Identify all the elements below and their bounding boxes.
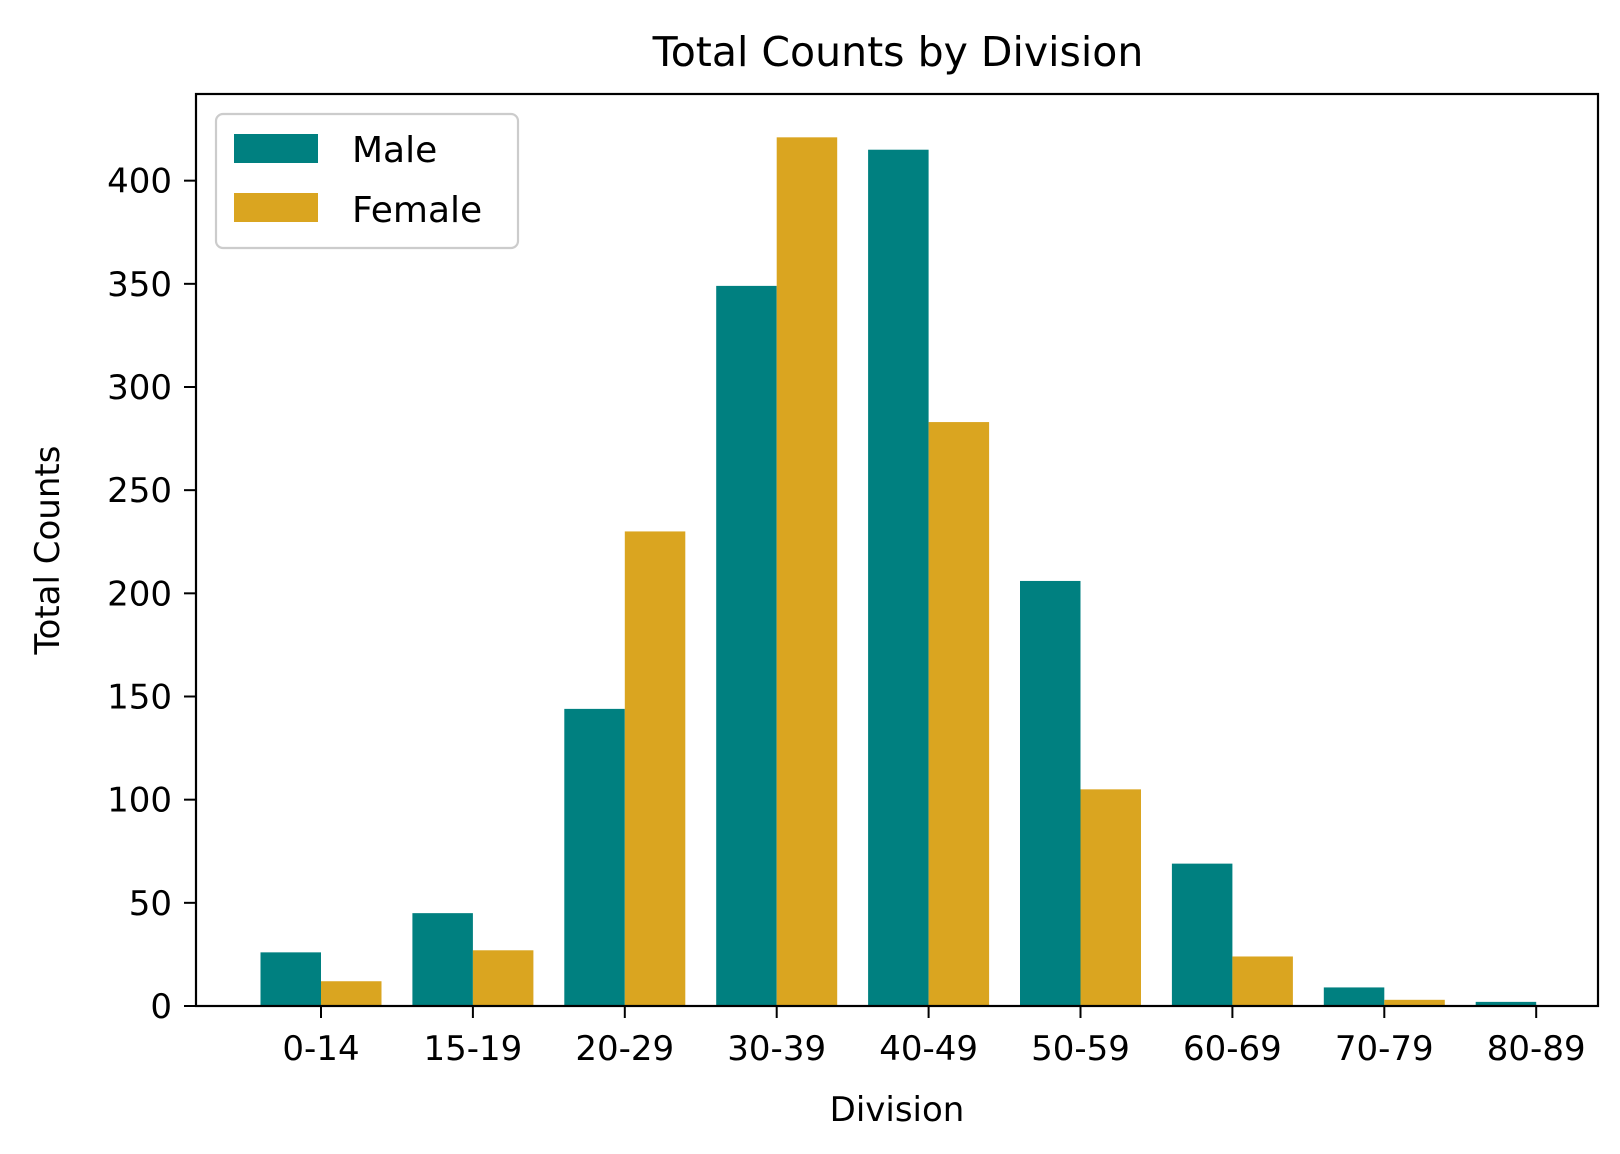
chart-title: Total Counts by Division [652, 28, 1144, 76]
y-tick-label-350: 350 [107, 265, 172, 305]
bar-female-20-29 [624, 531, 686, 1006]
bar-male-50-59 [1020, 580, 1081, 1006]
x-tick-label-70-79: 70-79 [1335, 1029, 1434, 1069]
plot-frame [194, 92, 1600, 1008]
bar-male-30-39 [716, 285, 777, 1007]
x-axis-ticks: 0-14 15-19 20-29 30-39 40-49 50-59 60-69 70-79 8… [282, 1006, 1586, 1069]
x-tick-label-40-49: 40-49 [879, 1029, 978, 1069]
bar-male-80-89 [1475, 1001, 1537, 1006]
bar-female-50-59 [1080, 789, 1141, 1006]
bar-female-70-79 [1384, 999, 1445, 1006]
x-tick-label-50-59: 50-59 [1031, 1029, 1130, 1069]
bar-female-40-49 [928, 422, 990, 1006]
x-tick-label-60-69: 60-69 [1183, 1029, 1282, 1069]
bar-male-40-49 [868, 149, 929, 1007]
x-tick-label-80-89: 80-89 [1487, 1029, 1586, 1069]
y-tick-label-50: 50 [129, 884, 172, 924]
x-tick-label-15-19: 15-19 [424, 1029, 523, 1069]
bar-male-0-14 [260, 952, 321, 1006]
y-tick-label-400: 400 [107, 162, 172, 202]
y-axis-label: Total Counts [28, 446, 68, 656]
y-tick-label-150: 150 [107, 677, 172, 717]
bar-male-70-79 [1323, 987, 1385, 1006]
x-tick-label-0-14: 0-14 [282, 1029, 359, 1069]
x-tick-label-20-29: 20-29 [575, 1029, 674, 1069]
bars-group [260, 137, 1537, 1007]
y-tick-label-200: 200 [107, 574, 172, 614]
y-tick-label-100: 100 [107, 781, 172, 821]
y-tick-label-300: 300 [107, 368, 172, 408]
bar-male-15-19 [412, 913, 473, 1006]
x-tick-label-30-39: 30-39 [727, 1029, 826, 1069]
bar-female-30-39 [776, 137, 838, 1006]
bar-female-0-14 [321, 981, 382, 1006]
x-axis-label: Division [830, 1090, 965, 1130]
bar-female-60-69 [1232, 956, 1293, 1006]
bar-male-60-69 [1171, 863, 1233, 1006]
legend-swatch-male [234, 134, 318, 163]
bar-female-15-19 [472, 950, 534, 1006]
y-axis-ticks: 0 50 100 150 200 250 300 350 400 [107, 162, 196, 1027]
legend-label-male: Male [352, 130, 437, 171]
y-tick-label-250: 250 [107, 471, 172, 511]
bar-male-20-29 [564, 708, 625, 1006]
y-tick-label-0: 0 [150, 987, 172, 1027]
legend-label-female: Female [352, 190, 482, 231]
legend: Male Female [214, 112, 520, 250]
legend-swatch-female [234, 193, 318, 222]
